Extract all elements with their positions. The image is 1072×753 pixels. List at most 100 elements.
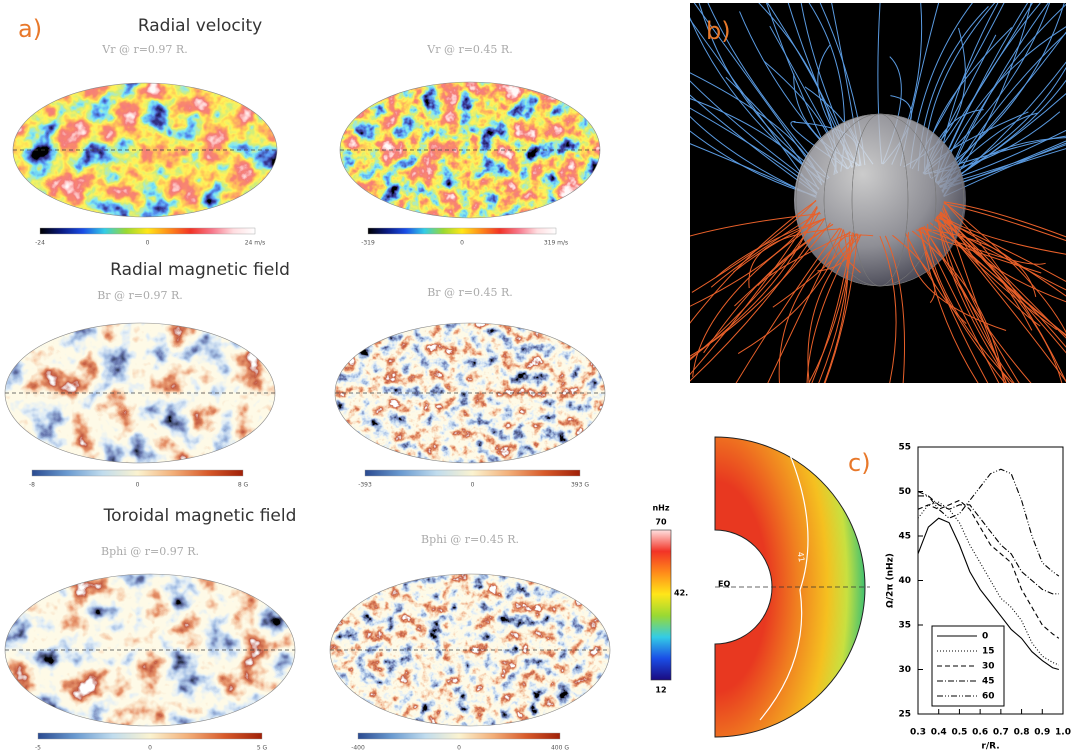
map-caption: Bphi @ r=0.45 R. [421,533,519,546]
x-tick-label: 0.3 [910,728,926,738]
colorbar [367,227,557,235]
field-line [757,231,851,287]
field-line [690,207,818,307]
field-line [811,232,853,383]
colorbar-label: 70 [655,518,667,527]
field-line [943,201,1066,334]
field-line [923,225,1032,383]
field-line [935,217,1066,383]
contour-label: 41 [796,551,807,563]
field-line [941,32,1066,193]
field-line [919,227,979,383]
field-line [943,201,1066,238]
colorbar [364,469,581,477]
colorbar [31,469,244,477]
colorbar-label: 0 [457,745,461,752]
field-line [824,233,859,383]
field-line [690,213,821,237]
colorbar-unit: nHz [652,504,669,513]
mollweide-map [5,574,295,726]
panel-label: b) [706,17,731,45]
colorbar-label: -400 [351,745,365,752]
colorbar-label: 0 [460,240,464,247]
y-tick-label: 55 [898,443,911,453]
x-tick-label: 0.9 [1034,728,1050,738]
field-line [748,228,842,289]
field-line [936,216,1015,383]
field-line [939,212,1058,331]
legend-label: 45 [982,677,995,687]
field-line [911,230,1005,383]
map-caption: Br @ r=0.45 R. [427,286,513,299]
section-title: Radial magnetic field [110,260,290,280]
field-line [806,233,858,383]
field-line [690,222,831,357]
colorbar-label: 0 [136,482,140,489]
field-line [735,227,840,383]
legend-label: 15 [982,647,995,657]
field-line [710,211,820,288]
field-line [937,215,1011,383]
colorbar [37,732,263,740]
colorbar-label: 42. [674,589,688,598]
map-caption: Vr @ r=0.97 R. [101,43,187,56]
colorbar-label: 0 [146,240,150,247]
field-line [737,229,844,354]
colorbar-label: 12 [655,686,666,695]
panel-label: a) [18,15,42,43]
colorbar-label: -24 [35,240,45,247]
colorbar [650,529,672,681]
panel-label: c) [848,449,871,477]
field-line [884,235,906,383]
colorbar-label: -393 [358,482,372,489]
field-line [690,200,817,324]
colorbar-label: 400 G [551,745,569,752]
field-line [690,130,817,197]
map-caption: Bphi @ r=0.97 R. [101,545,199,558]
field-line [892,234,936,303]
line-series [918,468,1060,577]
contour [759,454,809,721]
colorbar-label: -319 [361,240,375,247]
legend-label: 30 [982,662,995,672]
x-tick-label: 0.7 [993,728,1009,738]
colorbar-label: 319 m/s [544,240,568,247]
colorbar-label: 5 G [257,745,268,752]
map-caption: Vr @ r=0.45 R. [426,43,512,56]
line-series [917,499,1060,639]
y-tick-label: 25 [898,710,911,720]
y-tick-label: 35 [898,621,911,631]
field-line [692,217,826,377]
field-line [943,142,1066,198]
field-line [690,18,818,196]
field-line [929,222,1066,337]
colorbar [357,732,561,740]
mollweide-map [13,83,277,217]
field-lines [690,3,1066,383]
field-line [767,228,843,383]
field-line [931,3,1065,179]
line-series [917,490,1059,595]
field-line [838,234,874,274]
field-line [941,61,1066,192]
x-axis-label: r/R. [981,742,999,752]
colorbar [39,227,256,235]
field-line [927,224,1014,383]
field-line [693,3,825,183]
field-line [940,211,1066,339]
map-caption: Br @ r=0.97 R. [97,289,183,302]
legend-label: 60 [982,692,995,702]
equator-label: EQ [718,580,730,589]
field-line [879,235,897,383]
colorbar-label: -8 [29,482,35,489]
colorbar-label: -5 [35,745,41,752]
colorbar-label: 24 m/s [245,240,266,247]
field-line [936,216,1020,383]
colorbar-label: 393 G [571,482,589,489]
colorbar-label: 0 [148,745,152,752]
field-line [707,3,830,179]
section-title: Radial velocity [138,16,262,36]
field-line [690,115,817,198]
field-line [690,217,826,382]
